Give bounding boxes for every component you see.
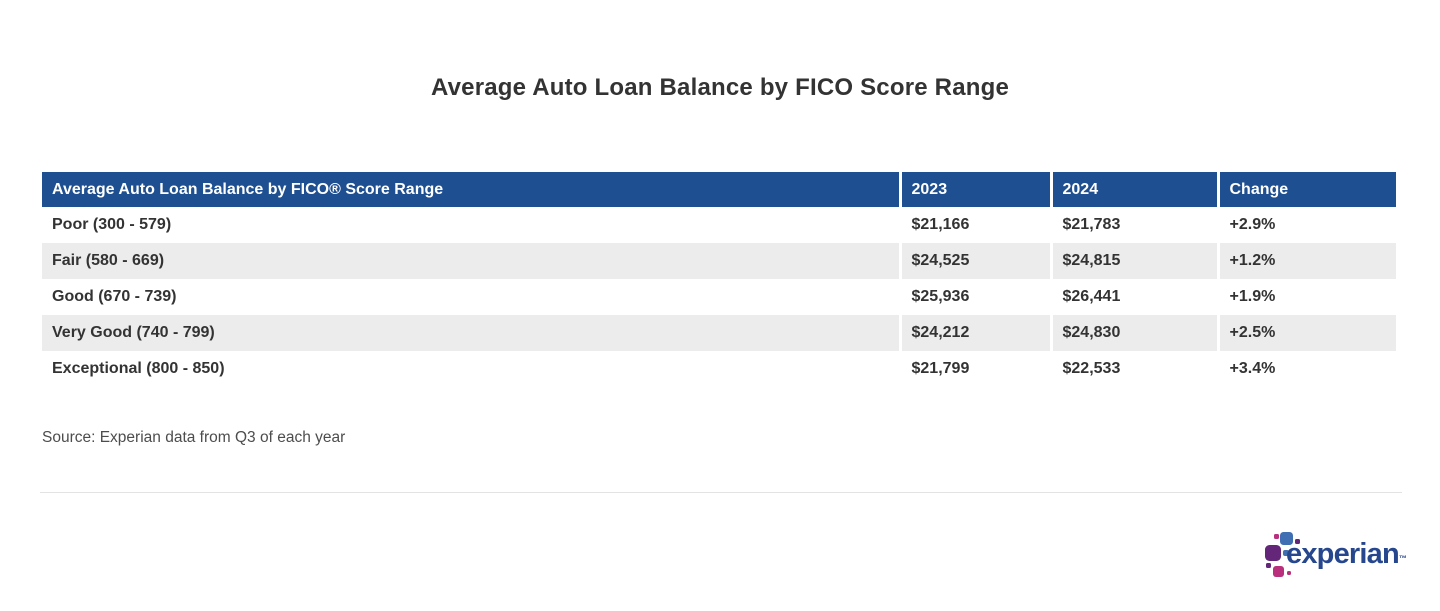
value-2024: $21,783	[1049, 207, 1218, 243]
table-row: Exceptional (800 - 850) $21,799 $22,533 …	[42, 351, 1396, 387]
trademark-symbol: ™	[1398, 554, 1407, 563]
value-change: +3.4%	[1216, 351, 1396, 387]
value-2023: $21,799	[898, 351, 1051, 387]
table-header: Average Auto Loan Balance by FICO® Score…	[42, 172, 1396, 207]
value-change: +2.9%	[1216, 207, 1396, 243]
logo-square-purple	[1265, 545, 1281, 561]
value-2023: $21,166	[898, 207, 1051, 243]
table-header-row: Average Auto Loan Balance by FICO® Score…	[42, 172, 1396, 207]
table-row: Good (670 - 739) $25,936 $26,441 +1.9%	[42, 279, 1396, 315]
value-2024: $22,533	[1049, 351, 1218, 387]
column-header-2024: 2024	[1049, 172, 1218, 207]
logo-dot-pink-top	[1274, 534, 1279, 539]
column-header-2023: 2023	[898, 172, 1051, 207]
row-label: Very Good (740 - 799)	[42, 315, 900, 351]
row-label: Poor (300 - 579)	[42, 207, 900, 243]
logo-dot-purple-top	[1295, 539, 1300, 544]
column-header-label: Average Auto Loan Balance by FICO® Score…	[42, 172, 900, 207]
table-body: Poor (300 - 579) $21,166 $21,783 +2.9% F…	[42, 207, 1396, 387]
row-label: Good (670 - 739)	[42, 279, 900, 315]
value-2024: $24,830	[1049, 315, 1218, 351]
logo-dot-pink-bottom	[1287, 571, 1291, 575]
column-header-change: Change	[1216, 172, 1396, 207]
value-2023: $24,525	[898, 243, 1051, 279]
logo-dot-blue	[1283, 550, 1289, 556]
logo-square-blue	[1280, 532, 1293, 545]
value-2024: $24,815	[1049, 243, 1218, 279]
experian-logo-mark-icon	[1250, 521, 1302, 581]
value-change: +1.2%	[1216, 243, 1396, 279]
row-label: Fair (580 - 669)	[42, 243, 900, 279]
fico-balance-table: Average Auto Loan Balance by FICO® Score…	[42, 172, 1396, 387]
experian-logo: experian™	[1250, 521, 1407, 586]
logo-square-pink	[1273, 566, 1284, 577]
logo-dot-purple-bottom	[1266, 563, 1271, 568]
value-2023: $24,212	[898, 315, 1051, 351]
value-change: +1.9%	[1216, 279, 1396, 315]
table-row: Fair (580 - 669) $24,525 $24,815 +1.2%	[42, 243, 1396, 279]
experian-wordmark-text: experian	[1286, 538, 1400, 570]
table-row: Very Good (740 - 799) $24,212 $24,830 +2…	[42, 315, 1396, 351]
table-row: Poor (300 - 579) $21,166 $21,783 +2.9%	[42, 207, 1396, 243]
row-label: Exceptional (800 - 850)	[42, 351, 900, 387]
divider-line	[40, 492, 1402, 493]
value-2024: $26,441	[1049, 279, 1218, 315]
page-title: Average Auto Loan Balance by FICO Score …	[430, 74, 1010, 101]
value-change: +2.5%	[1216, 315, 1396, 351]
experian-wordmark: experian™	[1286, 540, 1407, 569]
source-note: Source: Experian data from Q3 of each ye…	[42, 429, 346, 446]
value-2023: $25,936	[898, 279, 1051, 315]
